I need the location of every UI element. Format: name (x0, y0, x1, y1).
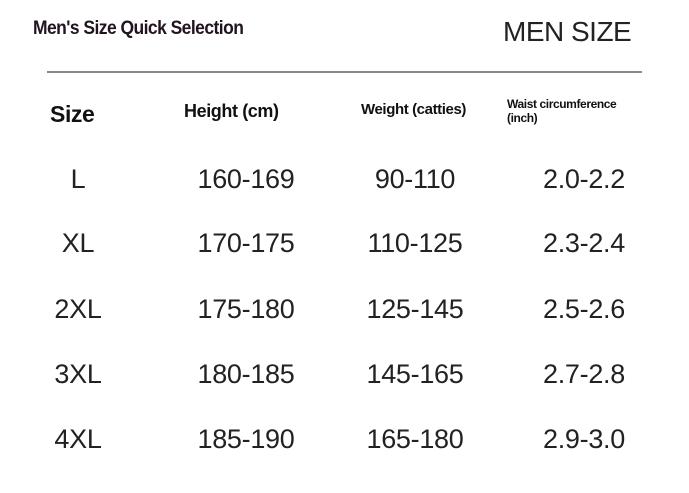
cell-waist: 2.7-2.8 (543, 359, 625, 389)
cell-waist: 2.0-2.2 (543, 164, 625, 194)
cell-size: 2XL (54, 294, 102, 324)
cell-weight: 165-180 (366, 424, 464, 454)
cell-weight: 90-110 (374, 164, 456, 194)
cell-height: 180-185 (197, 359, 295, 389)
header-waist-line1: Waist circumference (507, 97, 617, 111)
header-weight: Weight (catties) (361, 101, 467, 118)
cell-weight: 110-125 (367, 228, 463, 258)
chart-title: Men's Size Quick Selection (33, 18, 244, 39)
divider (47, 71, 642, 73)
cell-size: 3XL (54, 359, 102, 389)
cell-height: 175-180 (197, 294, 295, 324)
header-waist-line2: (inch) (507, 111, 538, 125)
header-height: Height (cm) (184, 101, 279, 121)
cell-height: 160-169 (197, 164, 295, 194)
cell-waist: 2.9-3.0 (543, 424, 625, 454)
cell-height: 185-190 (197, 424, 295, 454)
header-size: Size (50, 101, 95, 127)
cell-weight: 145-165 (366, 359, 464, 389)
cell-size: 4XL (54, 424, 102, 454)
cell-size: L (70, 164, 86, 194)
brand-heading: MEN SIZE (503, 16, 632, 47)
cell-size: XL (61, 228, 95, 258)
cell-height: 170-175 (197, 228, 295, 258)
header-waist: Waist circumference (inch) (507, 97, 617, 125)
cell-weight: 125-145 (366, 294, 464, 324)
cell-waist: 2.5-2.6 (543, 294, 625, 324)
cell-waist: 2.3-2.4 (543, 228, 625, 258)
